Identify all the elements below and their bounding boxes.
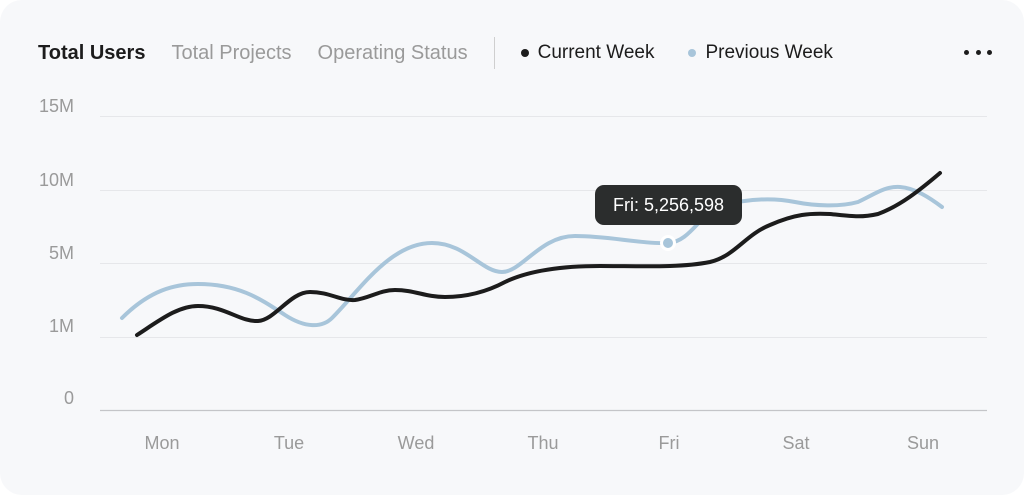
x-tick-label: Fri [658,433,680,453]
data-tooltip: Fri: 5,256,598 [595,185,742,225]
legend-dot-icon [688,49,697,57]
legend-current-week[interactable]: Current Week [520,42,655,64]
y-tick-label: 15M [38,96,74,116]
current-week-line [135,171,942,337]
previous-week-line [120,184,944,328]
x-tick-label: Tue [273,433,305,453]
legend-label: Current Week [537,42,655,63]
legend-label: Previous Week [705,42,833,63]
y-tick-label: 0 [63,388,74,408]
tooltip-point-marker [660,235,676,251]
chart-header: Total Users Total Projects Operating Sta… [38,37,1024,69]
x-tick-label: Sun [906,433,940,453]
tab-total-projects[interactable]: Total Projects [171,41,292,64]
header-divider [493,37,495,69]
x-tick-label: Mon [144,433,180,453]
y-tick-label: 5M [48,243,74,263]
tab-operating-status[interactable]: Operating Status [317,41,468,64]
legend-previous-week[interactable]: Previous Week [688,42,833,64]
y-tick-label: 1M [48,316,74,336]
x-tick-label: Sat [782,433,810,453]
more-horizontal-icon[interactable] [964,40,992,64]
y-tick-label: 10M [38,170,74,190]
tab-total-users[interactable]: Total Users [38,41,146,64]
x-tick-label: Wed [397,433,435,453]
x-tick-label: Thu [527,433,559,453]
legend-dot-icon [520,49,529,57]
